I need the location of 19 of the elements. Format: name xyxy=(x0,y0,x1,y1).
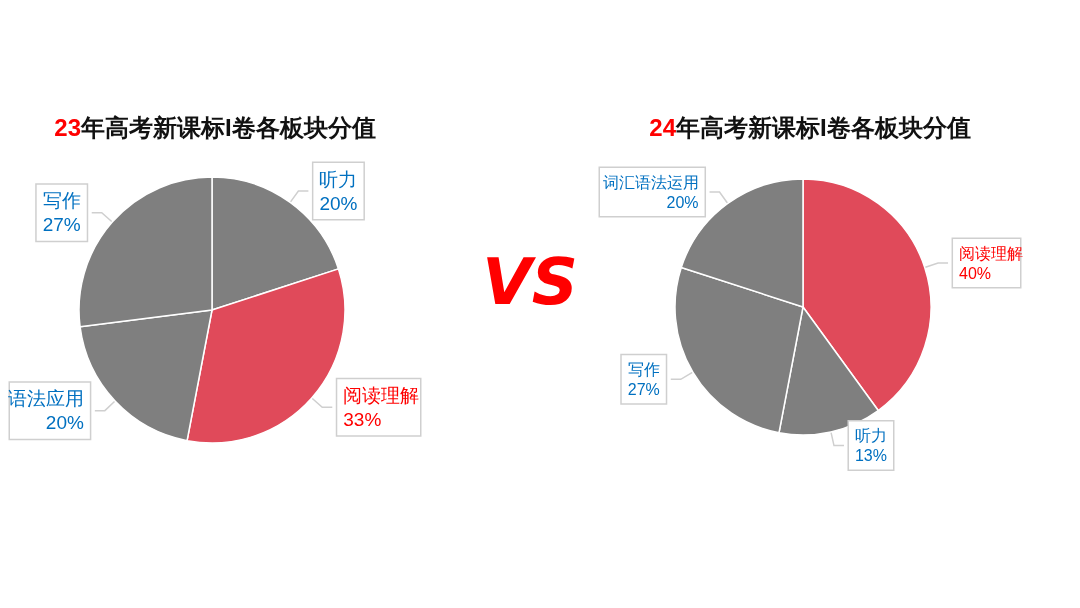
slice-label: 写作 xyxy=(627,360,660,378)
slice-label: 听力 xyxy=(319,168,358,190)
chart-title: 23年高考新课标I卷各板块分值 xyxy=(54,113,376,141)
slice-label: 词汇语法运用 xyxy=(602,173,699,191)
text: VS xyxy=(481,245,579,319)
slice-label: 阅读理解 xyxy=(959,244,1024,262)
data-label: 20% xyxy=(319,192,358,214)
slice-label: 阅读理解 xyxy=(343,384,420,406)
data-label: 20% xyxy=(45,412,84,434)
data-label: 13% xyxy=(854,447,888,465)
data-label: 27% xyxy=(42,214,81,236)
slice-label: 写作 xyxy=(42,190,81,212)
slice-label: 听力 xyxy=(854,427,887,445)
slice-label: 语法应用 xyxy=(7,388,84,410)
data-label: 40% xyxy=(959,264,992,282)
data-label: 27% xyxy=(627,380,660,398)
data-label: 33% xyxy=(343,408,382,430)
chart-title: 24年高考新课标I卷各板块分值 xyxy=(649,113,971,141)
data-label: 20% xyxy=(666,193,699,211)
